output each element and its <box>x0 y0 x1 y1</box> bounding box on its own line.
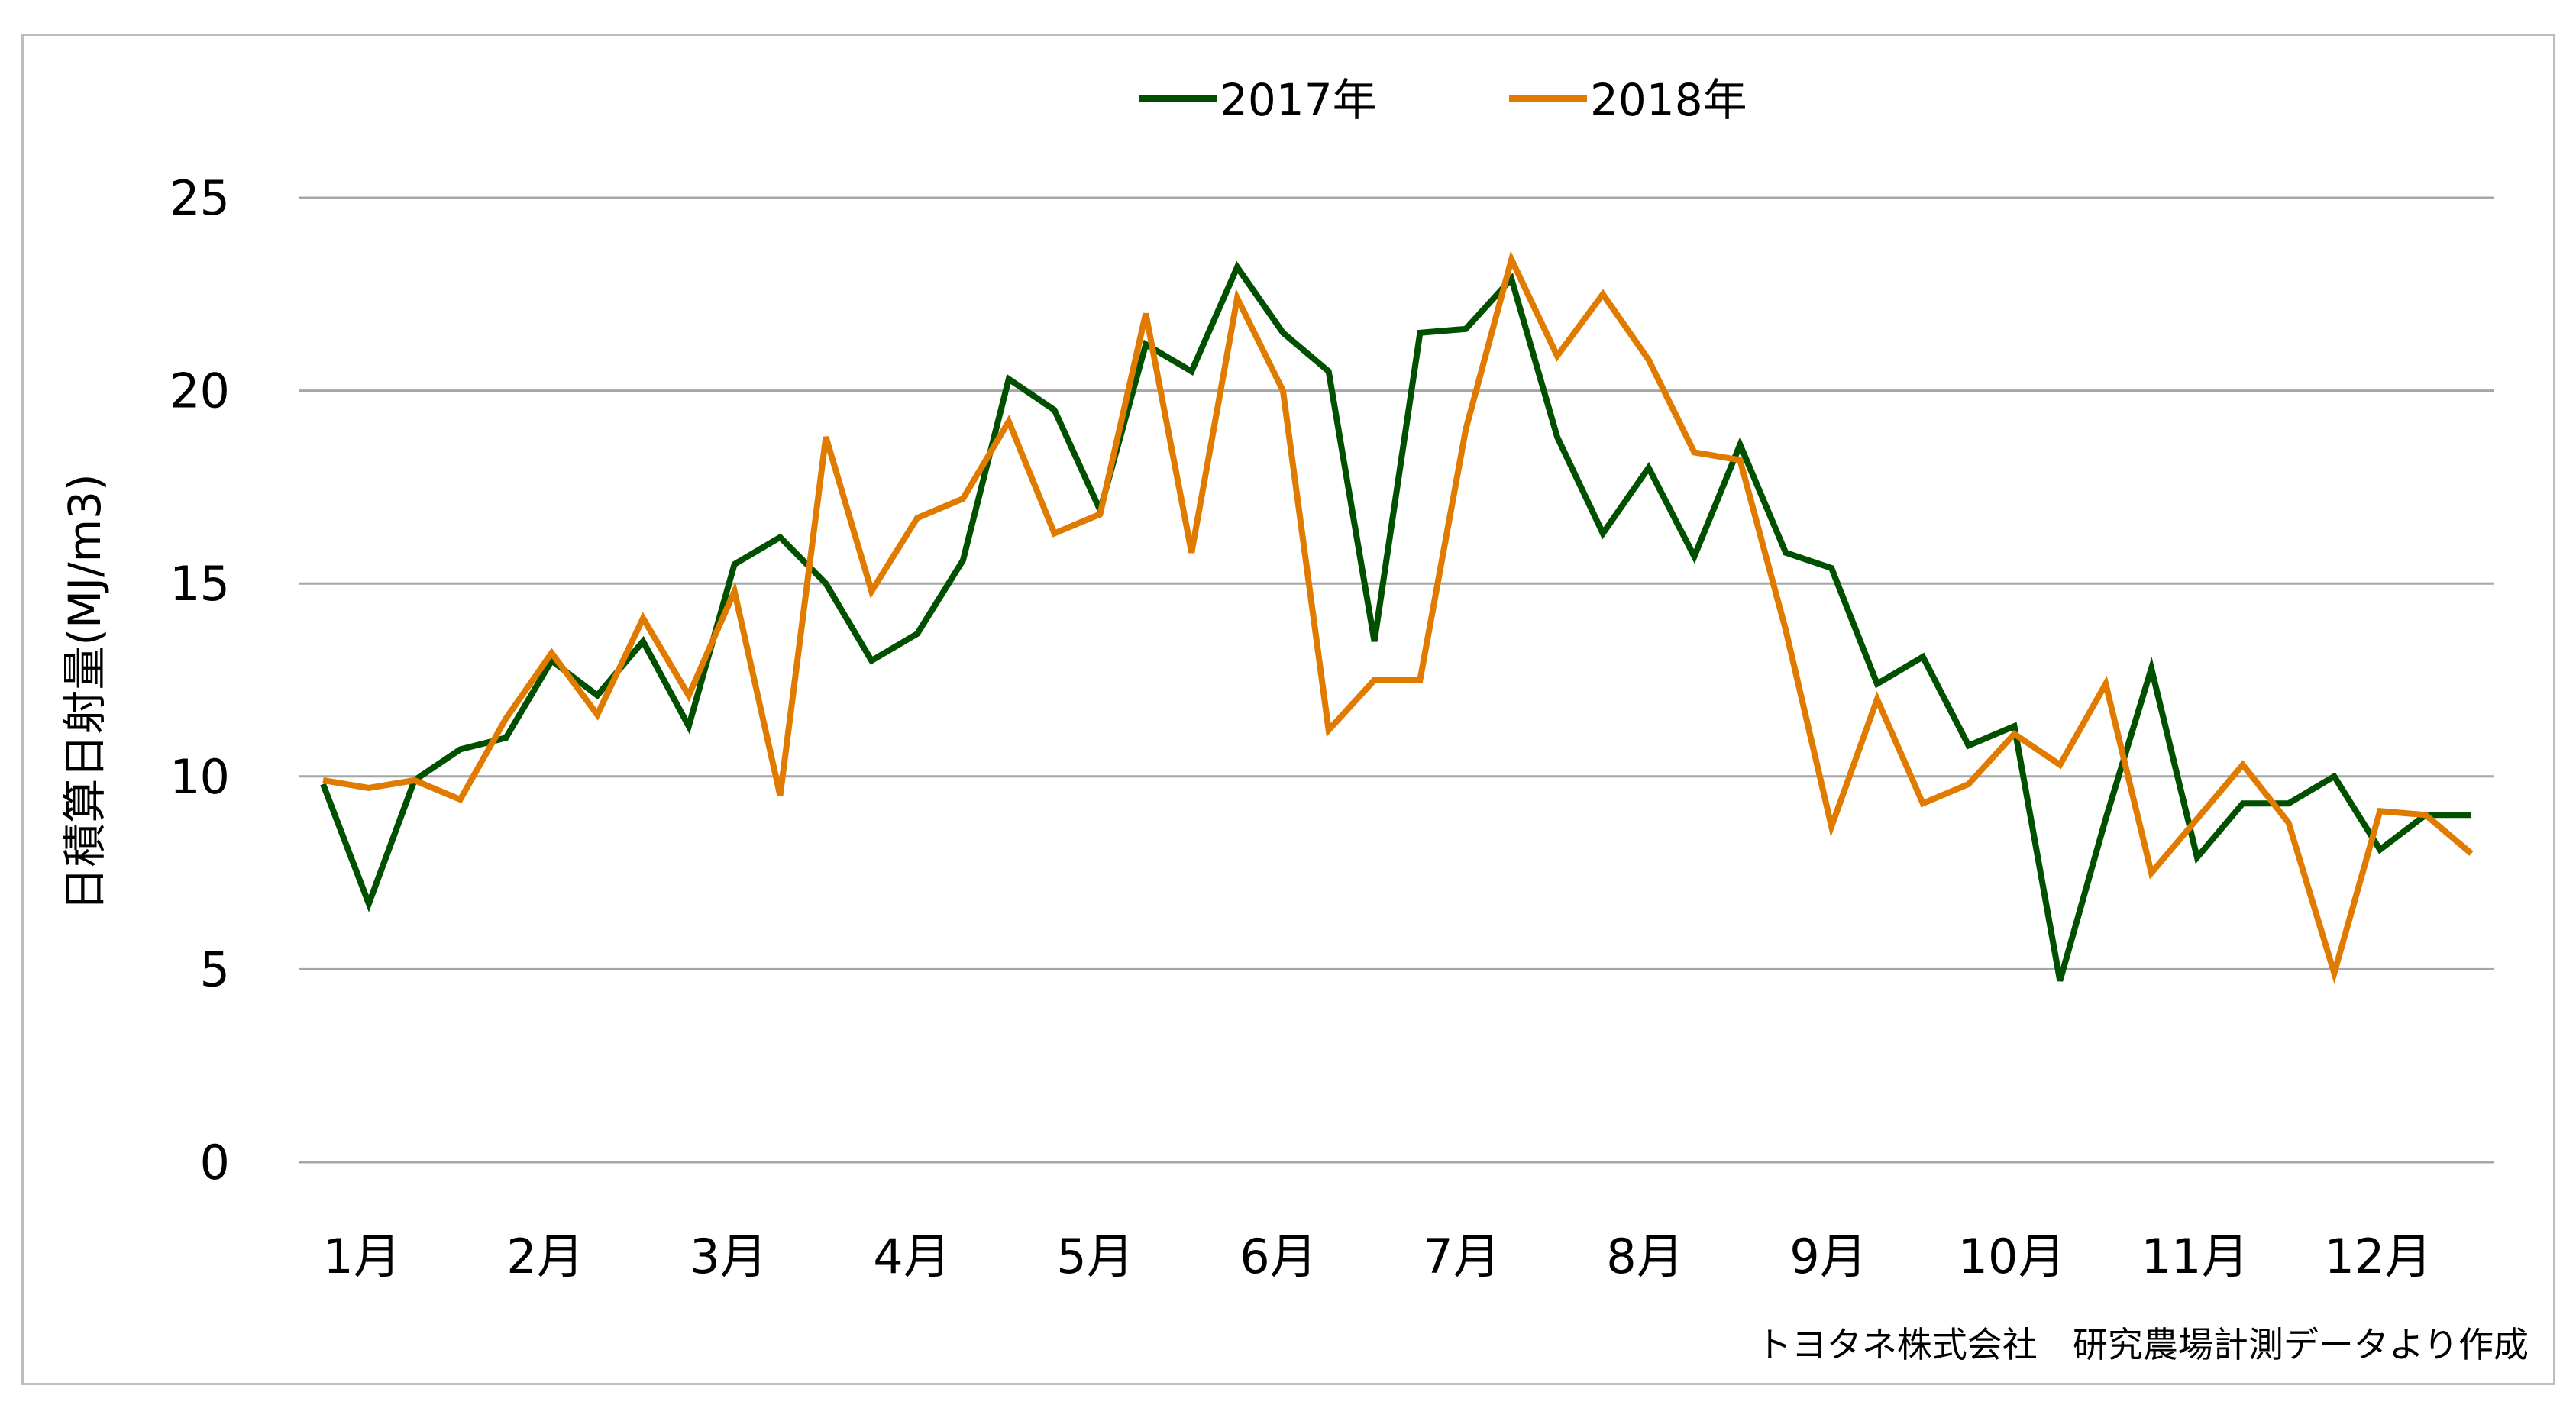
series-line-2018年 <box>322 250 2474 984</box>
x-tick-label: 8月 <box>1606 1229 1683 1284</box>
x-tick-label: 2月 <box>506 1229 583 1284</box>
x-tick-label: 12月 <box>2325 1229 2432 1284</box>
x-tick-label: 3月 <box>690 1229 767 1284</box>
x-tick-label: 7月 <box>1423 1229 1500 1284</box>
legend: 2017年 2018年 <box>1139 74 1747 126</box>
legend-label-2018: 2018年 <box>1590 74 1747 126</box>
y-tick-label: 15 <box>170 556 230 612</box>
x-tick-label: 1月 <box>323 1229 400 1284</box>
y-tick-label: 0 <box>200 1135 230 1190</box>
y-tick-label: 25 <box>170 170 230 226</box>
x-tick-label: 5月 <box>1056 1229 1133 1284</box>
chart-frame: 0 5 10 15 20 25 1月 2月 3月 4月 5月 6月 7月 8月 9月 10月 11月 12月 日… <box>21 34 2555 1385</box>
x-tick-label: 10月 <box>1958 1229 2066 1284</box>
x-axis-ticks: 1月 2月 3月 4月 5月 6月 7月 8月 9月 10月 11月 12月 <box>323 1229 2432 1284</box>
y-axis-label: 日積算日射量(MJ/m3) <box>59 473 111 911</box>
x-tick-label: 4月 <box>873 1229 950 1284</box>
y-tick-label: 5 <box>200 941 230 997</box>
legend-label-2017: 2017年 <box>1220 74 1377 126</box>
footnote: トヨタネ株式会社 研究農場計測データより作成 <box>1757 1324 2529 1365</box>
x-tick-label: 6月 <box>1240 1229 1317 1284</box>
series-line-2017年 <box>320 260 2471 982</box>
y-tick-label: 10 <box>170 749 230 805</box>
series-lines <box>320 250 2474 984</box>
gridlines <box>299 196 2494 1164</box>
y-tick-label: 20 <box>170 363 230 419</box>
y-axis-ticks: 0 5 10 15 20 25 <box>170 170 230 1190</box>
x-tick-label: 9月 <box>1789 1229 1867 1284</box>
x-tick-label: 11月 <box>2141 1229 2249 1284</box>
line-chart: 0 5 10 15 20 25 1月 2月 3月 4月 5月 6月 7月 8月 9月 10月 11月 12月 日… <box>59 74 2529 1365</box>
